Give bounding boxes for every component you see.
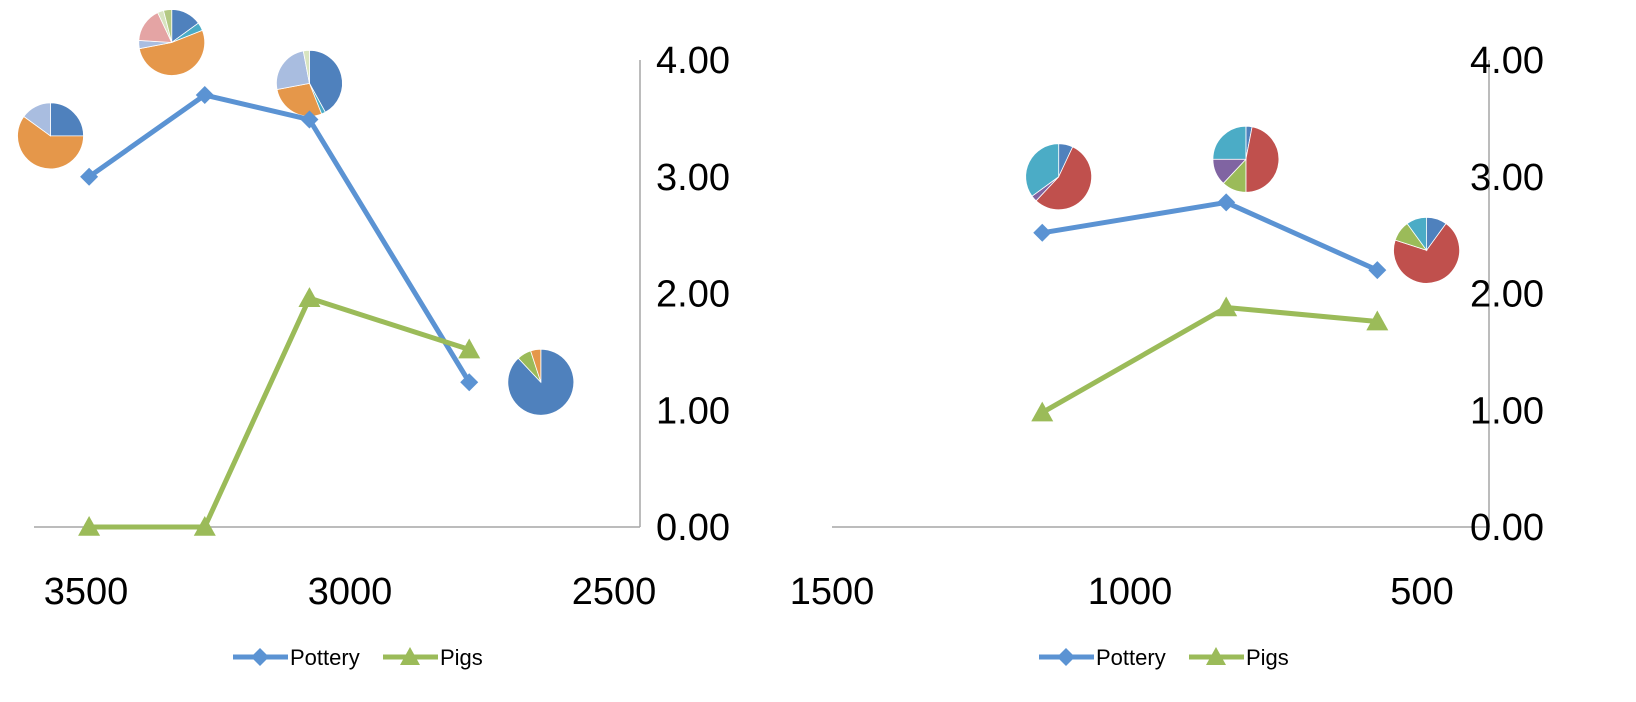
pie-slice [17, 115, 84, 170]
pie-slice [530, 348, 542, 383]
pie-slice [1212, 125, 1247, 160]
data-point-pottery [1033, 223, 1052, 242]
pie-marker [1393, 216, 1460, 284]
legend-label: Pottery [290, 645, 360, 670]
y-tick-label: 1.00 [1470, 390, 1544, 432]
pie-slice [309, 49, 343, 113]
series-line-pottery [87, 92, 472, 384]
legend-entry: Pigs [1189, 645, 1289, 670]
x-tick-label: 2500 [572, 571, 657, 613]
pie-marker [1212, 125, 1280, 193]
pie-slice [276, 82, 323, 117]
x-tick-label: 500 [1390, 571, 1453, 613]
pie-slice [1393, 223, 1460, 284]
pie-slice [138, 29, 206, 76]
y-tick-label: 2.00 [1470, 274, 1544, 316]
legend-label: Pottery [1096, 645, 1166, 670]
data-point-pottery [300, 110, 319, 129]
pie-slice [50, 102, 84, 137]
pie-marker [276, 49, 343, 117]
pie-marker [1025, 143, 1093, 211]
data-point-pigs [1031, 401, 1054, 422]
legend-marker [1057, 648, 1075, 666]
x-tick-label: 3500 [44, 571, 129, 613]
legend-marker [251, 648, 269, 666]
y-tick-label: 3.00 [656, 157, 730, 199]
y-tick-label: 2.00 [656, 274, 730, 316]
pie-slice [163, 9, 173, 43]
x-tick-label: 1500 [790, 571, 875, 613]
y-tick-label: 4.00 [1470, 40, 1544, 82]
pie-marker [138, 9, 206, 76]
data-point-pottery [80, 167, 99, 186]
legend-entry: Pigs [383, 645, 483, 670]
pie-marker [17, 102, 84, 170]
pie-slice [1406, 216, 1427, 252]
x-tick-label: 3000 [308, 571, 393, 613]
legend-label: Pigs [440, 645, 483, 670]
pie-slice [276, 50, 310, 91]
legend-marker [1206, 647, 1226, 665]
data-point-pigs [298, 287, 321, 307]
data-point-pigs [193, 516, 216, 536]
chart-1: 4.00 3.00 2.00 1.00 0.00 3500 3000 2500 Pottery P… [17, 9, 730, 670]
y-tick-label: 3.00 [1470, 157, 1544, 199]
data-point-pigs [78, 516, 101, 536]
data-point-pigs [1366, 310, 1389, 331]
y-tick-label: 1.00 [656, 390, 730, 432]
pie-slice [23, 102, 51, 137]
legend-entry: Pottery [233, 645, 360, 670]
legend-label: Pigs [1246, 645, 1289, 670]
legend-marker [400, 647, 420, 665]
series-line-pigs [1041, 305, 1378, 415]
pie-slice [302, 49, 310, 84]
data-point-pigs [458, 338, 481, 359]
pie-slice [1025, 143, 1060, 197]
y-tick-label: 4.00 [656, 40, 730, 82]
y-tick-label: 0.00 [1470, 507, 1544, 549]
y-tick-label: 0.00 [656, 507, 730, 549]
x-tick-label: 1000 [1088, 571, 1173, 613]
legend-entry: Pottery [1039, 645, 1166, 670]
pie-slice [1245, 126, 1280, 193]
series-line-pigs [89, 295, 470, 530]
series-line-pottery [1041, 199, 1379, 273]
chart-2: 4.00 3.00 2.00 1.00 0.00 1500 1000 500 Pottery Pi… [790, 40, 1544, 670]
data-point-pottery [1217, 193, 1236, 212]
pie-marker [507, 348, 575, 416]
data-point-pigs [1215, 296, 1238, 317]
data-point-pottery [195, 86, 214, 105]
data-point-pottery [460, 373, 479, 392]
data-point-pottery [1368, 261, 1387, 280]
pie-slice [1035, 146, 1093, 211]
